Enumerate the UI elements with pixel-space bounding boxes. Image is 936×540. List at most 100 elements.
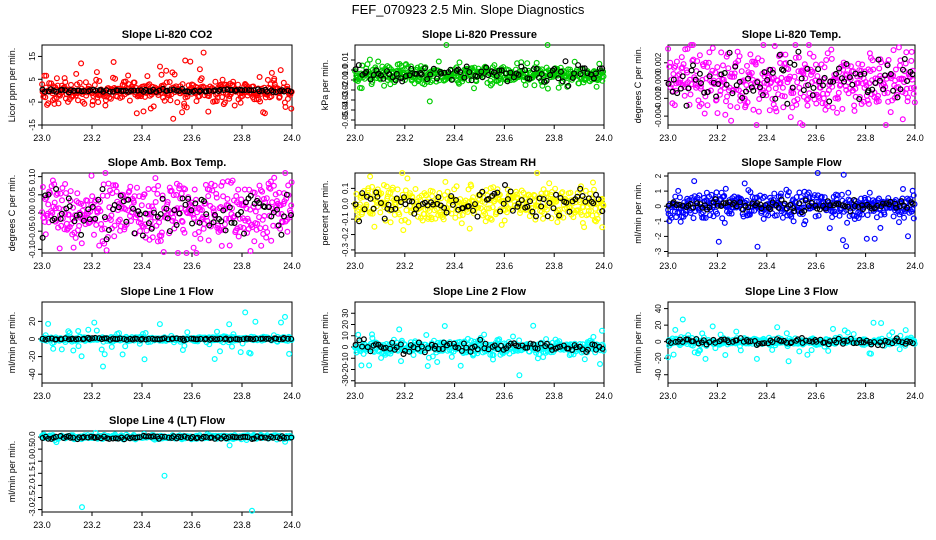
data-point (704, 102, 711, 109)
data-point (818, 61, 825, 68)
data-point (226, 321, 233, 328)
data-point (540, 196, 547, 203)
data-point (465, 203, 472, 210)
data-point (406, 72, 413, 79)
data-point (239, 87, 246, 94)
chart-title: Slope Amb. Box Temp. (108, 157, 227, 169)
x-tick-label: 23.8 (233, 261, 251, 271)
x-tick-label: 23.8 (233, 391, 251, 401)
data-point (903, 85, 910, 92)
data-point (893, 91, 900, 98)
data-point (856, 95, 863, 102)
data-point (595, 196, 602, 203)
data-point (775, 204, 782, 211)
data-point (823, 56, 830, 63)
x-tick-label: 23.2 (83, 391, 101, 401)
data-point (552, 185, 559, 192)
data-point (284, 228, 291, 235)
data-point (910, 192, 917, 199)
data-point (58, 346, 65, 353)
data-point (849, 81, 856, 88)
data-point (810, 84, 817, 91)
data-point (855, 215, 862, 222)
data-point (829, 325, 836, 332)
data-point (93, 69, 100, 76)
data-point (886, 332, 893, 339)
data-point (211, 356, 218, 363)
data-point (541, 210, 548, 217)
data-point (903, 49, 910, 56)
data-point (134, 87, 141, 94)
data-point (142, 86, 149, 93)
data-point (538, 203, 545, 210)
data-point (792, 41, 799, 48)
data-point (267, 178, 274, 185)
data-point (729, 90, 736, 97)
data-point (126, 97, 133, 104)
data-point (271, 81, 278, 88)
x-tick-label: 23.6 (183, 261, 201, 271)
data-point (148, 225, 155, 232)
y-tick-label: -0.04 (341, 100, 350, 119)
data-point (226, 204, 233, 211)
data-point (599, 195, 606, 202)
data-point (838, 191, 845, 198)
data-point (438, 70, 445, 77)
data-point (851, 102, 858, 109)
data-point (713, 96, 720, 103)
data-point (155, 182, 162, 189)
data-point (465, 77, 472, 84)
data-point (780, 104, 787, 111)
data-point (448, 353, 455, 360)
data-point (257, 98, 264, 105)
data-point (131, 230, 138, 237)
data-point (283, 191, 290, 198)
data-point (238, 196, 245, 203)
data-point (287, 88, 294, 95)
y-tick-label: 0.0 (28, 431, 37, 443)
data-point (270, 209, 277, 216)
y-tick-label: -0.05 (341, 110, 350, 129)
data-point (271, 174, 278, 181)
data-point (230, 214, 237, 221)
data-point (544, 41, 551, 48)
data-point (106, 88, 113, 95)
data-point (885, 56, 892, 63)
data-point (58, 222, 65, 229)
data-point (117, 192, 124, 199)
data-point (833, 201, 840, 208)
data-point (371, 223, 378, 230)
data-point (673, 58, 680, 65)
data-point (125, 72, 132, 79)
data-point (99, 186, 106, 193)
data-point (367, 76, 374, 83)
data-point (489, 80, 496, 87)
data-point (778, 74, 785, 81)
data-point (799, 69, 806, 76)
data-point (93, 327, 100, 334)
data-point (884, 62, 891, 69)
data-point (688, 81, 695, 88)
data-point (802, 75, 809, 82)
x-tick-label: 23.6 (807, 391, 825, 401)
data-point (530, 322, 537, 329)
data-point (96, 77, 103, 84)
data-point (205, 193, 212, 200)
data-point (590, 200, 597, 207)
data-point (181, 229, 188, 236)
x-tick-label: 23.0 (33, 133, 51, 143)
data-point (840, 171, 847, 178)
data-point (714, 110, 721, 117)
data-point (461, 74, 468, 81)
data-point (263, 234, 270, 241)
data-point (718, 49, 725, 56)
data-point (274, 206, 281, 213)
data-point (491, 190, 498, 197)
data-point (904, 233, 911, 240)
data-point (818, 193, 825, 200)
data-point (52, 205, 59, 212)
data-point (672, 193, 679, 200)
data-point (59, 86, 66, 93)
data-point (829, 104, 836, 111)
data-point (530, 191, 537, 198)
